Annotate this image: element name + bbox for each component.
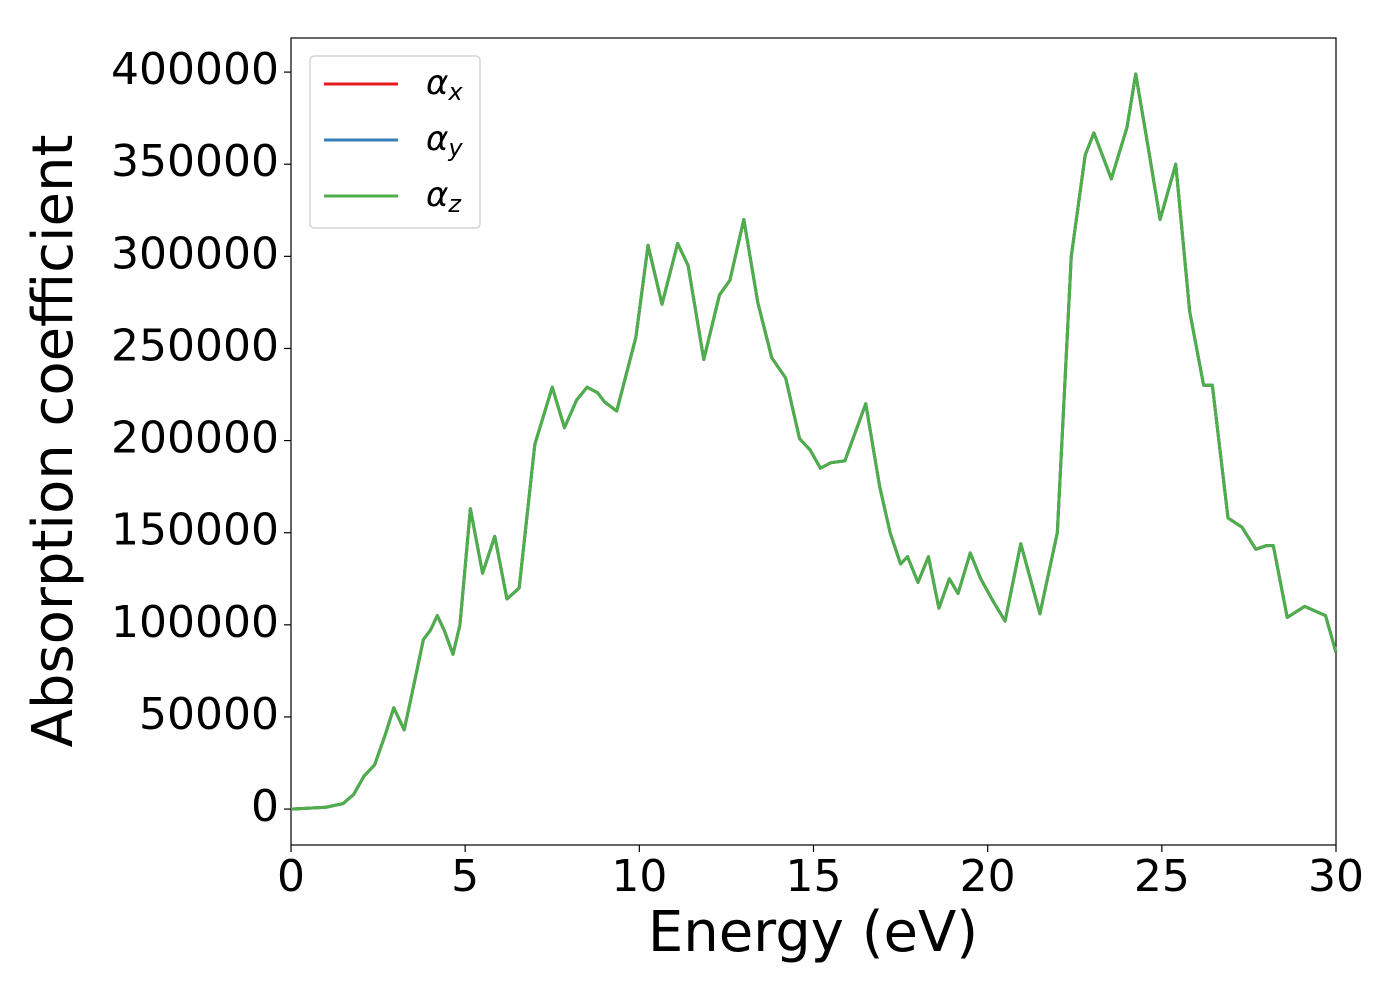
y-tick-label: 300000 <box>111 228 279 279</box>
y-axis-label: Absorption coefficient <box>21 135 86 748</box>
legend-label: αz <box>426 175 462 219</box>
y-tick-label: 100000 <box>111 597 279 648</box>
legend-label: αx <box>426 63 463 107</box>
x-tick-label: 15 <box>786 851 842 902</box>
y-tick-label: 250000 <box>111 320 279 371</box>
y-tick-label: 350000 <box>111 136 279 187</box>
y-tick-label: 50000 <box>139 689 279 740</box>
y-tick-label: 400000 <box>111 44 279 95</box>
x-tick-label: 30 <box>1308 851 1364 902</box>
x-tick-label: 25 <box>1134 851 1190 902</box>
legend-box <box>309 55 481 229</box>
x-tick-label: 20 <box>960 851 1016 902</box>
x-tick-label: 5 <box>451 851 479 902</box>
data-line <box>290 72 1338 811</box>
y-tick-label: 150000 <box>111 505 279 556</box>
y-tick-label: 0 <box>251 781 279 832</box>
legend-label: αy <box>426 119 463 163</box>
x-axis-label: Energy (eV) <box>648 900 978 965</box>
y-tick-label: 200000 <box>111 413 279 464</box>
x-tick-label: 0 <box>277 851 305 902</box>
x-tick-label: 10 <box>611 851 667 902</box>
